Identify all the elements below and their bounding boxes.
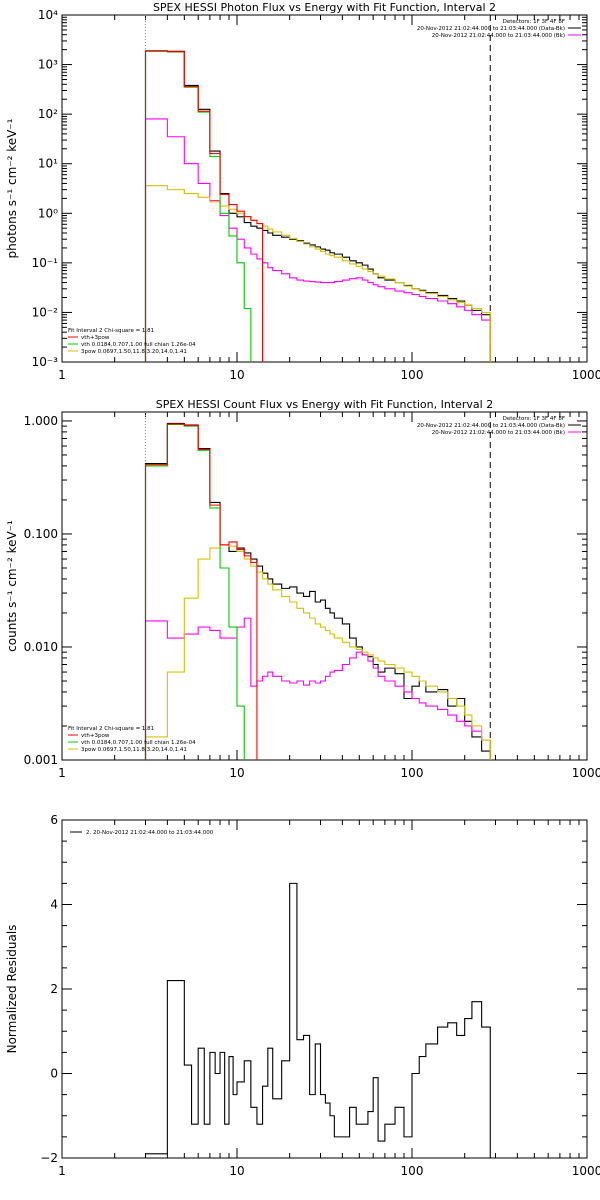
y-tick-label: 10¹ xyxy=(38,157,58,171)
x-tick-label: 100 xyxy=(401,368,424,382)
y-tick-label: 0.010 xyxy=(24,640,58,654)
legend-label: 3pow 0.0697,1.50,11.8,3.20,14.0,1.41 xyxy=(81,747,187,753)
y-tick-label: 0 xyxy=(50,1067,58,1081)
y-tick-label: 10⁻³ xyxy=(32,355,59,369)
series-step-line-1 xyxy=(144,50,491,362)
y-tick-label: 0.100 xyxy=(24,527,58,541)
y-tick-label: 1.000 xyxy=(24,414,58,428)
y-tick-label: 2 xyxy=(50,982,58,996)
y-tick-label: 0.001 xyxy=(24,753,58,767)
y-tick-label: 4 xyxy=(50,898,58,912)
info-text: 20-Nov-2012 21:02:44.000 to 21:03:44.000… xyxy=(417,26,565,32)
y-tick-label: −2 xyxy=(40,1151,58,1165)
x-tick-label: 1000 xyxy=(572,766,600,780)
plot-frame xyxy=(61,411,588,761)
x-tick-label: 1 xyxy=(58,368,66,382)
info-text: Detectors: 1F 3F 4F 8F xyxy=(503,19,565,25)
chart-title: SPEX HESSI Photon Flux vs Energy with Fi… xyxy=(153,1,496,14)
series-step-line-5 xyxy=(144,423,258,760)
y-tick-label: 6 xyxy=(50,813,58,827)
series-step-line-3 xyxy=(144,544,491,760)
x-tick-label: 1000 xyxy=(572,368,600,382)
x-tick-label: 1000 xyxy=(572,1164,600,1178)
fit-title: Fit Interval 2 Chi-square = 1.81 xyxy=(68,726,154,732)
info-text: 20-Nov-2012 21:02:44.000 to 21:03:44.000… xyxy=(432,33,565,39)
plot-frame xyxy=(61,819,588,1159)
x-tick-label: 100 xyxy=(401,766,424,780)
x-tick-label: 10 xyxy=(229,368,244,382)
chart-panel-2: SPEX HESSI Count Flux vs Energy with Fit… xyxy=(5,398,600,780)
legend-label: vth 0.0184,0.707,1.00 full chian 1.26e-0… xyxy=(81,342,196,348)
y-axis-label: Normalized Residuals xyxy=(5,925,19,1054)
x-tick-label: 100 xyxy=(401,1164,424,1178)
y-tick-label: 10⁴ xyxy=(38,8,58,22)
plot-data xyxy=(114,882,491,1158)
chart-panel-3: 1 10 100 1000 −2 0 2 4 6 Normalized Residuals 2. 2… xyxy=(5,813,600,1178)
series-step-line-5 xyxy=(144,50,264,362)
legend-label: vth+3pow xyxy=(81,335,110,341)
chart-title: SPEX HESSI Count Flux vs Energy with Fit… xyxy=(156,398,493,411)
legend-label: vth 0.0184,0.707,1.00 full chian 1.26e-0… xyxy=(81,740,196,746)
info-text: 20-Nov-2012 21:02:44.000 to 21:03:44.000… xyxy=(417,423,565,429)
x-tick-label: 10 xyxy=(229,1164,244,1178)
series-step-line-2 xyxy=(144,617,491,760)
series-step-line-2 xyxy=(144,118,491,362)
legend-label: 2. 20-Nov-2012 21:02:44.000 to 21:03:44.… xyxy=(86,830,214,836)
y-tick-label: 10⁰ xyxy=(38,206,58,220)
fit-title: Fit Interval 2 Chi-square = 1.81 xyxy=(68,328,154,334)
info-text: Detectors: 1F 3F 4F 8F xyxy=(503,416,565,422)
series-step-line-1 xyxy=(114,882,491,1158)
y-tick-label: 10² xyxy=(38,107,58,121)
y-axis-label: photons s⁻¹ cm⁻² keV⁻¹ xyxy=(5,118,19,258)
plot-data xyxy=(144,412,491,760)
series-step-line-3 xyxy=(144,185,491,362)
plot-data xyxy=(144,15,491,362)
x-tick-label: 1 xyxy=(58,1164,66,1178)
y-tick-label: 10⁻² xyxy=(32,305,59,319)
info-text: 20-Nov-2012 21:02:44.000 to 21:03:44.000… xyxy=(432,430,565,436)
x-tick-label: 1 xyxy=(58,766,66,780)
legend-label: 3pow 0.0697,1.50,11.8,3.20,14.0,1.41 xyxy=(81,349,187,355)
y-axis-label: counts s⁻¹ cm⁻² keV⁻¹ xyxy=(5,520,19,652)
chart-panel-1: SPEX HESSI Photon Flux vs Energy with Fi… xyxy=(5,1,600,382)
y-tick-label: 10³ xyxy=(38,58,58,72)
plot-frame xyxy=(61,14,588,363)
legend-label: vth+3pow xyxy=(81,733,110,739)
x-tick-label: 10 xyxy=(229,766,244,780)
y-tick-label: 10⁻¹ xyxy=(32,256,59,270)
